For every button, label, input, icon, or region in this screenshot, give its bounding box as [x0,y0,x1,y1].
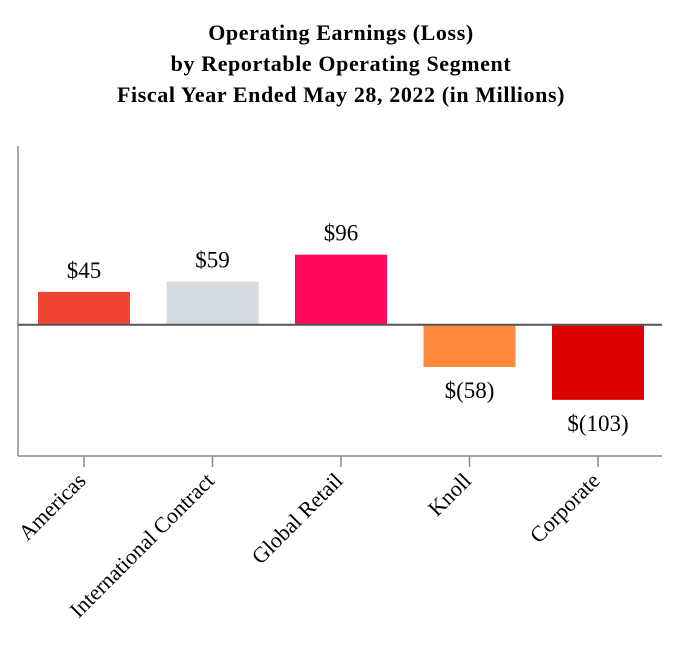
chart-title-line-2: by Reportable Operating Segment [171,51,512,76]
bar-international-contract [166,281,259,325]
x-tick-label-knoll: Knoll [423,468,476,521]
data-label-knoll: $(58) [445,378,495,403]
data-label-americas: $45 [67,258,102,283]
x-tick-label-global-retail: Global Retail [246,468,347,569]
data-label-global-retail: $96 [324,221,359,246]
data-label-international-contract: $59 [195,248,230,273]
bar-americas [38,291,130,325]
chart-title-line-1: Operating Earnings (Loss) [208,20,474,45]
chart-title-line-3: Fiscal Year Ended May 28, 2022 (in Milli… [117,82,565,107]
bars-layer [38,254,644,400]
x-tick-label-international-contract: International Contract [64,468,219,623]
x-tick-label-americas: Americas [13,468,90,545]
bar-global-retail [295,254,387,325]
bar-knoll [423,324,516,368]
data-label-corporate: $(103) [567,411,628,436]
x-tick-label-corporate: Corporate [525,468,605,548]
labels-layer: $45 $59 $96 $(58) $(103) [67,221,629,436]
bar-corporate [552,324,644,400]
chart-title: Operating Earnings (Loss) by Reportable … [117,20,565,107]
